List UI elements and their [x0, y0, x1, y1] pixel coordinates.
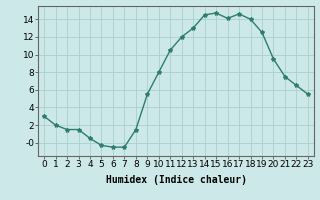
X-axis label: Humidex (Indice chaleur): Humidex (Indice chaleur) [106, 175, 246, 185]
